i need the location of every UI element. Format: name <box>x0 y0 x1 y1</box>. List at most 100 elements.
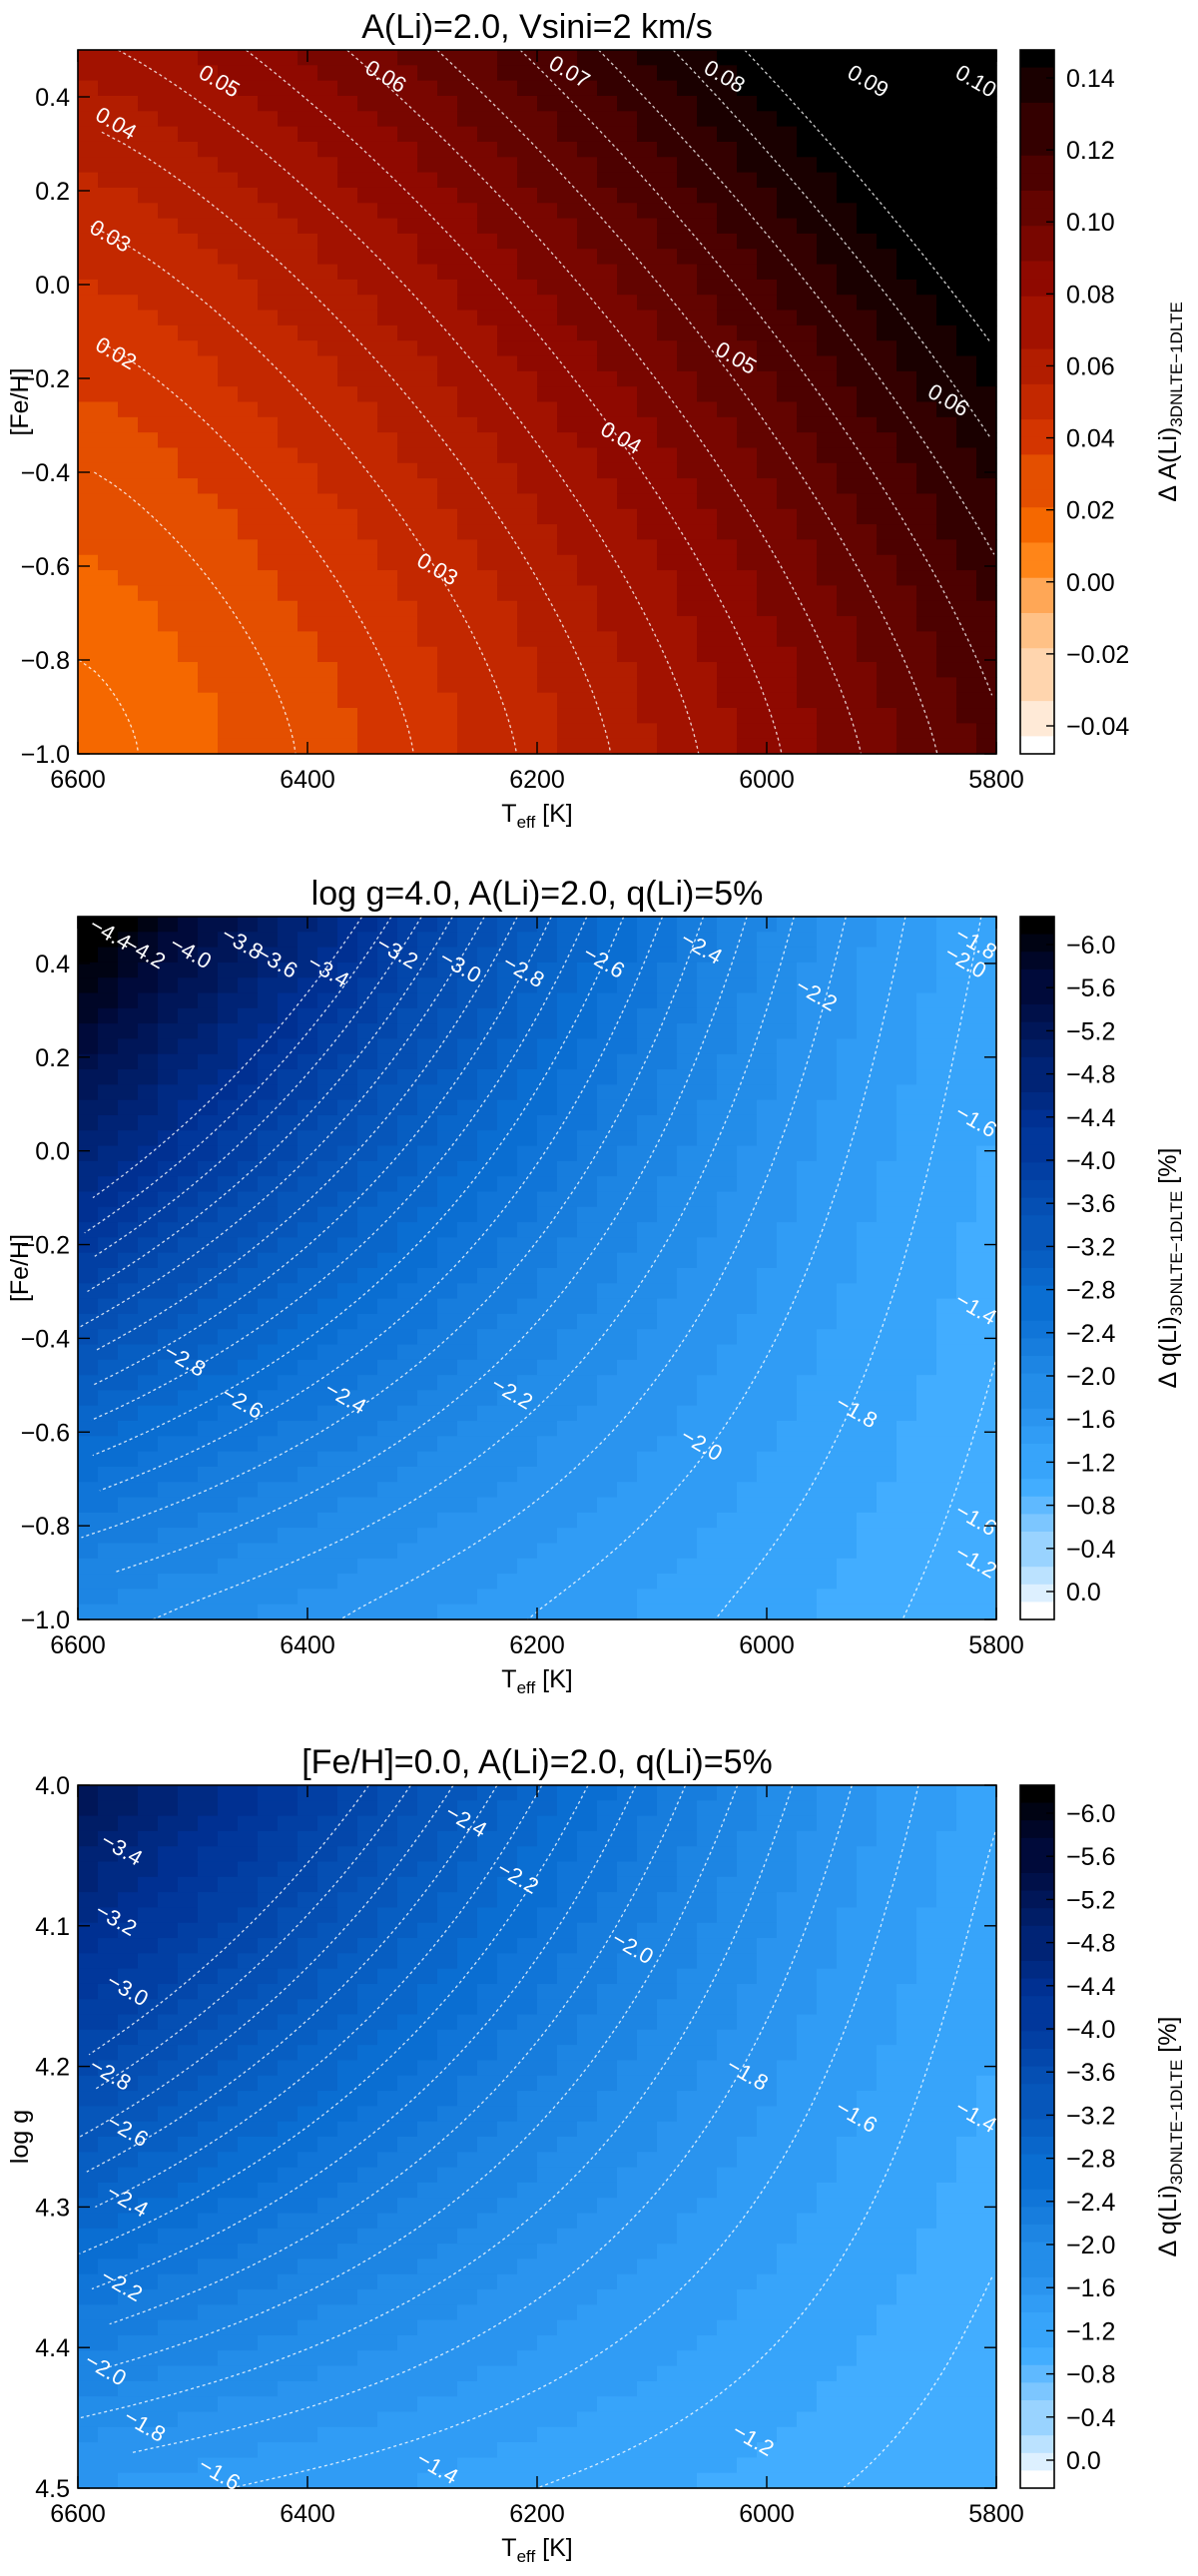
heatmap-cell <box>956 554 977 571</box>
heatmap-cell <box>737 508 758 525</box>
heatmap-cell <box>717 401 738 418</box>
heatmap-cell <box>198 2273 219 2290</box>
heatmap-cell <box>258 2182 279 2199</box>
heatmap-cell <box>437 233 458 250</box>
heatmap-cell <box>537 1543 558 1560</box>
heatmap-cell <box>78 1861 99 1878</box>
heatmap-cell <box>218 1053 239 1070</box>
heatmap-cell <box>337 416 358 433</box>
heatmap-cell <box>577 1574 598 1590</box>
heatmap-cell <box>637 416 658 433</box>
heatmap-cell <box>577 1589 598 1606</box>
heatmap-cell <box>98 631 119 648</box>
heatmap-cell <box>98 1999 119 2016</box>
heatmap-cell <box>317 1359 338 1376</box>
heatmap-cell <box>138 1007 159 1024</box>
heatmap-cell <box>477 1007 498 1024</box>
heatmap-cell <box>457 554 478 571</box>
heatmap-cell <box>936 1604 957 1620</box>
heatmap-cell <box>597 1099 618 1116</box>
heatmap-cell <box>397 977 418 994</box>
heatmap-cell <box>657 416 678 433</box>
heatmap-cell <box>138 524 159 541</box>
heatmap-cell <box>278 218 299 235</box>
heatmap-cell <box>857 1313 878 1330</box>
heatmap-cell <box>737 1298 758 1315</box>
heatmap-cell <box>98 1953 119 1970</box>
heatmap-cell <box>557 1359 578 1376</box>
heatmap-cell <box>278 1130 299 1147</box>
heatmap-cell <box>377 585 398 602</box>
heatmap-cell <box>537 233 558 250</box>
heatmap-cell <box>757 631 778 648</box>
heatmap-cell <box>916 1130 937 1147</box>
heatmap-cell <box>897 1023 917 1040</box>
heatmap-cell <box>238 111 259 128</box>
heatmap-cell <box>377 1084 398 1101</box>
heatmap-cell <box>537 1528 558 1545</box>
heatmap-cell <box>357 1053 378 1070</box>
heatmap-cell <box>98 646 119 663</box>
heatmap-cell <box>437 962 458 978</box>
heatmap-cell <box>278 1099 299 1116</box>
heatmap-cell <box>298 1130 318 1147</box>
heatmap-cell <box>717 50 738 66</box>
heatmap-cell <box>877 1574 898 1590</box>
heatmap-cell <box>817 1344 838 1361</box>
heatmap-cell <box>577 692 598 709</box>
heatmap-cell <box>78 172 99 189</box>
heatmap-cell <box>956 1069 977 1085</box>
heatmap-cell <box>976 1160 997 1177</box>
heatmap-cell <box>936 1191 957 1208</box>
colorbar-segment <box>1020 1356 1054 1375</box>
heatmap-cell <box>317 708 338 724</box>
heatmap-cell <box>78 1785 99 1801</box>
heatmap-cell <box>897 462 917 479</box>
heatmap-cell <box>837 1451 858 1468</box>
heatmap-cell <box>357 1436 378 1453</box>
heatmap-cell <box>118 1543 139 1560</box>
heatmap-cell <box>577 977 598 994</box>
heatmap-cell <box>437 1038 458 1055</box>
heatmap-cell <box>317 95 338 112</box>
heatmap-cell <box>158 95 179 112</box>
heatmap-cell <box>477 1084 498 1101</box>
heatmap-cell <box>976 1099 997 1116</box>
heatmap-cell <box>158 279 179 296</box>
heatmap-cell <box>477 249 498 266</box>
heatmap-cell <box>298 1145 318 1162</box>
heatmap-cell <box>597 50 618 66</box>
heatmap-cell <box>78 1053 99 1070</box>
heatmap-cell <box>78 992 99 1009</box>
heatmap-cell <box>936 723 957 740</box>
heatmap-cell <box>857 1574 878 1590</box>
heatmap-cell <box>757 1313 778 1330</box>
heatmap-cell <box>258 692 279 709</box>
heatmap-cell <box>397 1222 418 1238</box>
heatmap-cell <box>617 1023 638 1040</box>
heatmap-cell <box>98 1038 119 1055</box>
heatmap-cell <box>278 1038 299 1055</box>
heatmap-cell <box>98 554 119 571</box>
heatmap-cell <box>417 1390 438 1407</box>
heatmap-cell <box>437 524 458 541</box>
heatmap-cell <box>717 1558 738 1575</box>
heatmap-cell <box>677 554 698 571</box>
heatmap-cell <box>118 432 139 449</box>
heatmap-cell <box>617 1283 638 1300</box>
colorbar-segment <box>1020 331 1054 350</box>
heatmap-cell <box>976 340 997 357</box>
heatmap-cell <box>278 585 299 602</box>
heatmap-cell <box>497 1176 518 1193</box>
heatmap-cell <box>897 1206 917 1223</box>
heatmap-cell <box>298 1160 318 1177</box>
heatmap-cell <box>956 1512 977 1529</box>
heatmap-cell <box>897 508 917 525</box>
heatmap-cell <box>118 2442 139 2458</box>
heatmap-cell <box>357 1206 378 1223</box>
heatmap-cell <box>697 708 718 724</box>
heatmap-cell <box>317 187 338 204</box>
heatmap-cell <box>377 1329 398 1346</box>
heatmap-cell <box>916 80 937 97</box>
heatmap-cell <box>477 508 498 525</box>
